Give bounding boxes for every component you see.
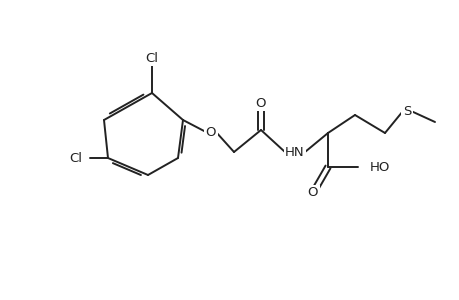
- Text: S: S: [402, 104, 410, 118]
- Text: Cl: Cl: [69, 152, 82, 164]
- Text: HN: HN: [285, 146, 304, 158]
- Text: O: O: [205, 125, 216, 139]
- Text: HO: HO: [369, 160, 390, 173]
- Text: O: O: [307, 187, 318, 200]
- Text: Cl: Cl: [145, 52, 158, 64]
- Text: O: O: [255, 97, 266, 110]
